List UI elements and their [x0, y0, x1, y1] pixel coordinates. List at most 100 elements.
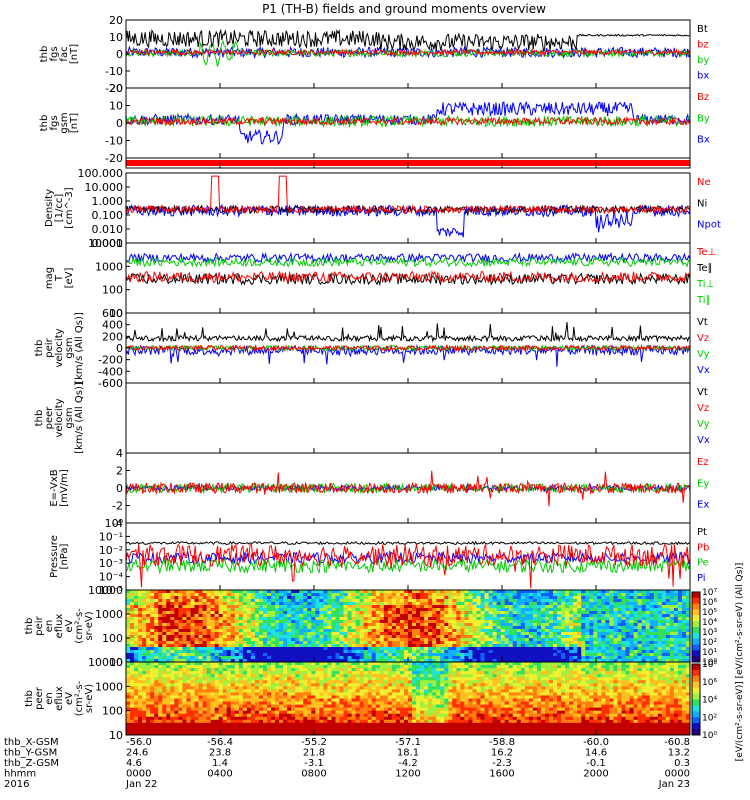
spectrogram-cell [158, 644, 163, 648]
spectrogram-cell [492, 617, 498, 621]
spectrogram-cell [315, 608, 320, 612]
y-tick-label: -4 [112, 517, 123, 530]
spectrogram-cell [238, 650, 244, 654]
spectrogram-cell [238, 626, 244, 630]
spectrogram-cell [222, 710, 228, 715]
spectrogram-cell [327, 710, 332, 715]
spectrogram-cell [287, 665, 292, 669]
spectrogram-cell [444, 650, 449, 654]
spectrogram-cell [166, 617, 171, 621]
spectrogram-cell [428, 611, 433, 615]
spectrogram-cell [331, 608, 336, 612]
spectrogram-cell [291, 722, 296, 727]
spectrogram-cell [238, 722, 244, 727]
spectrogram-cell [238, 596, 244, 600]
spectrogram-cell [577, 647, 582, 651]
spectrogram-cell [420, 647, 425, 651]
spectrogram-cell [178, 668, 183, 672]
spectrogram-cell [605, 623, 610, 627]
spectrogram-cell [242, 689, 248, 693]
spectrogram-cell [416, 647, 421, 651]
spectrogram-cell [299, 695, 304, 699]
spectrogram-cell [271, 641, 276, 645]
spectrogram-cell [633, 602, 639, 606]
spectrogram-cell [355, 614, 361, 618]
spectrogram-cell [170, 626, 175, 630]
trace-bz [126, 47, 691, 57]
spectrogram-cell [242, 701, 248, 705]
spectrogram-cell [210, 692, 216, 696]
spectrogram-cell [532, 590, 538, 594]
spectrogram-cell [665, 602, 671, 606]
spectrogram-cell [367, 635, 373, 639]
spectrogram-cell [303, 614, 308, 618]
spectrogram-cell [351, 650, 357, 654]
spectrogram-cell [428, 641, 433, 645]
spectrogram-cell [295, 635, 300, 639]
spectrogram-cell [230, 704, 236, 709]
spectrogram-cell [262, 659, 268, 663]
spectrogram-cell [387, 626, 393, 630]
spectrogram-cell [198, 608, 203, 612]
spectrogram-cell [295, 596, 300, 600]
spectrogram-cell [597, 653, 602, 657]
spectrogram-cell [271, 701, 276, 705]
spectrogram-cell [190, 632, 195, 636]
spectrogram-cell [275, 626, 280, 630]
y-tick-label: 10 [109, 100, 123, 113]
spectrogram-cell [665, 590, 671, 594]
spectrogram-cell [343, 683, 348, 687]
spectrogram-cell [287, 626, 292, 630]
spectrogram-cell [210, 623, 216, 627]
spectrogram-cell [436, 641, 441, 645]
spectrogram-cell [649, 608, 655, 612]
spectrogram-cell [218, 650, 224, 654]
spectrogram-cell [403, 650, 409, 654]
spectrogram-cell [424, 590, 429, 594]
spectrogram-cell [226, 725, 232, 730]
spectrogram-cell [210, 590, 216, 594]
spectrogram-cell [303, 629, 308, 633]
spectrogram-cell [637, 620, 643, 624]
y-tick-label: 10.000 [85, 181, 124, 194]
spectrogram-cell [190, 713, 195, 718]
spectrogram-cell [126, 647, 131, 651]
spectrogram-cell [371, 659, 377, 663]
spectrogram-cell [166, 596, 171, 600]
spectrogram-cell [186, 593, 191, 597]
spectrogram-cell [484, 605, 489, 609]
spectrogram-cell [271, 608, 276, 612]
spectrogram-cell [561, 593, 566, 597]
spectrogram-cell [295, 725, 300, 730]
spectrogram-cell [299, 668, 304, 672]
spectrogram-cell [146, 710, 151, 715]
spectrogram-cell [492, 590, 498, 594]
spectrogram-cell [126, 629, 131, 633]
spectrogram-cell [134, 671, 139, 675]
spectrogram-cell [291, 689, 296, 693]
spectrogram-cell [174, 638, 179, 642]
spectrogram-cell [158, 668, 163, 672]
spectrogram-cell [182, 713, 187, 718]
spectrogram-cell [311, 695, 316, 699]
spectrogram-cell [130, 641, 135, 645]
spectrogram-cell [520, 617, 526, 621]
spectrogram-cell [311, 680, 316, 684]
spectrogram-cell [287, 710, 292, 715]
spectrogram-cell [186, 623, 191, 627]
spectrogram-cell [186, 665, 191, 669]
spectrogram-cell [170, 701, 175, 705]
spectrogram-cell [126, 602, 131, 606]
spectrogram-cell [561, 596, 566, 600]
spectrogram-cell [355, 641, 361, 645]
y-tick-label: -600 [98, 377, 123, 390]
spectrogram-cell [496, 647, 502, 651]
spectrogram-cell [484, 596, 489, 600]
spectrogram-cell [605, 611, 610, 615]
spectrogram-cell [138, 590, 143, 594]
spectrogram-cell [395, 614, 401, 618]
spectrogram-cell [218, 731, 224, 736]
spectrogram-cell [424, 638, 429, 642]
spectrogram-cell [468, 656, 473, 660]
spectrogram-cell [206, 671, 211, 675]
